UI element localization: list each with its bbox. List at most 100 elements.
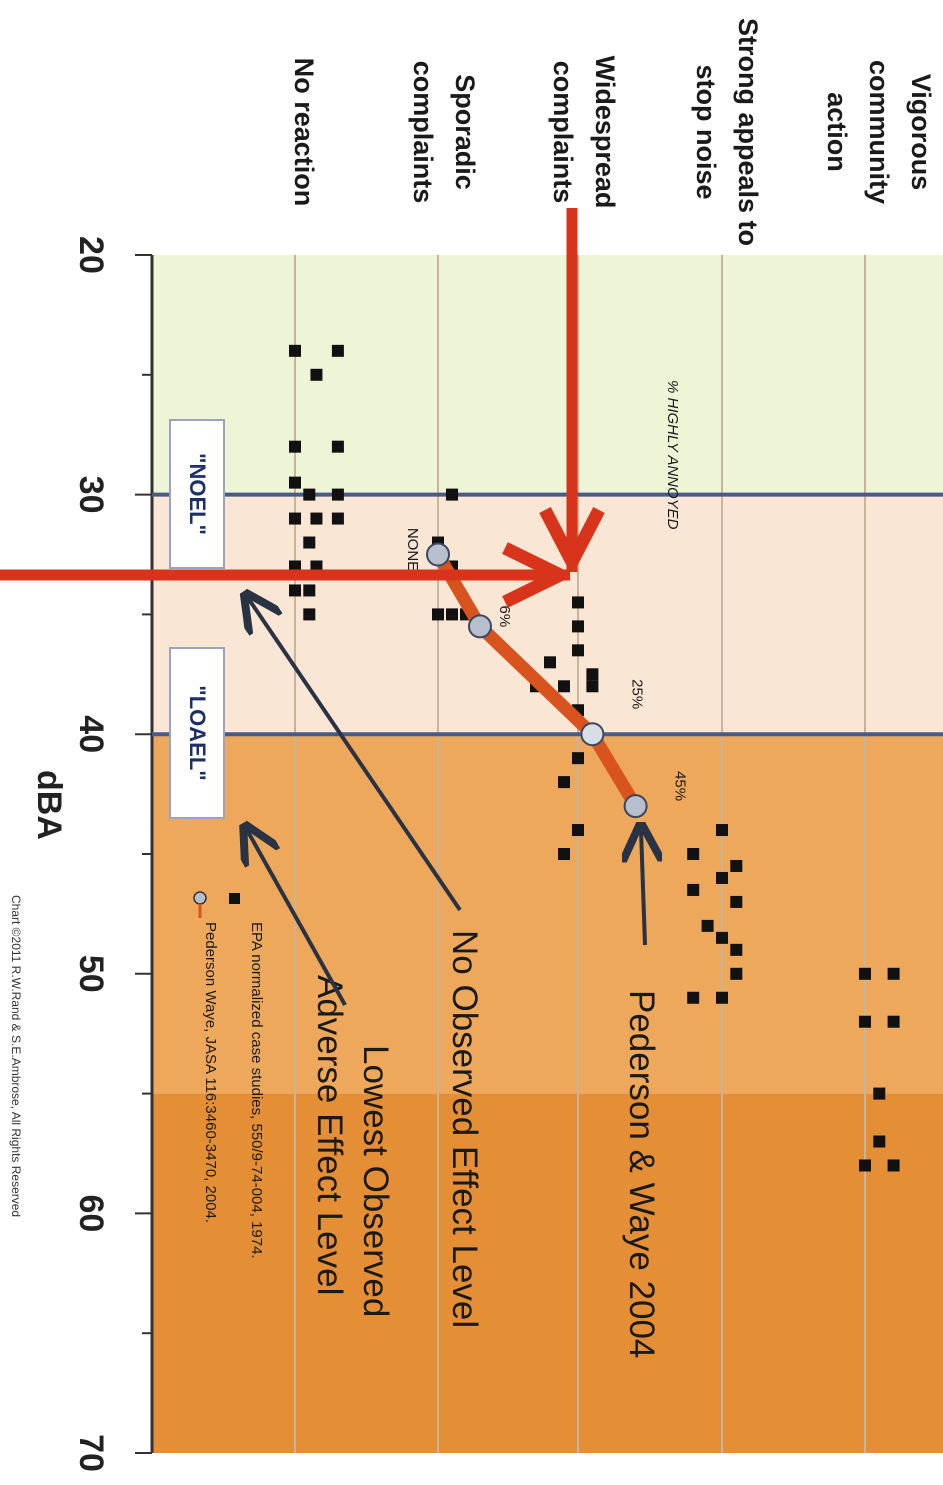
epa-point <box>289 584 301 597</box>
band-3 <box>152 1093 943 1453</box>
background-bands <box>152 255 943 1453</box>
epa-point <box>572 644 584 657</box>
epa-point <box>586 680 599 693</box>
loael-arrow <box>247 830 347 1006</box>
category-labels: No reaction Sporadic complaints Widespread c… <box>289 18 936 246</box>
epa-point <box>701 919 714 932</box>
category-label-line: community <box>864 60 894 204</box>
legend-pw-text: Pederson Waye, JASA 116:3460-3470, 2004. <box>202 922 219 1223</box>
category-label-0: No reaction <box>289 58 319 207</box>
pederson-waye-point-label: 45% <box>672 771 689 801</box>
reference-label-box-0 <box>169 419 225 569</box>
epa-point <box>558 848 570 860</box>
pederson-waye-point <box>468 614 492 639</box>
epa-point <box>289 512 301 525</box>
band-0 <box>152 255 943 495</box>
category-label-2: Widespread complaints <box>548 56 620 209</box>
category-label-line: stop noise <box>691 64 721 199</box>
pederson-waye-point-label: 6% <box>496 606 513 628</box>
epa-point <box>289 476 301 489</box>
epa-point <box>572 824 584 837</box>
epa-point <box>310 560 323 573</box>
tick-label-50: 50 <box>72 955 110 993</box>
epa-point <box>716 991 728 1004</box>
noel-arrow <box>248 598 462 912</box>
epa-point <box>331 512 344 525</box>
epa-point <box>873 1135 886 1148</box>
epa-point <box>586 668 599 681</box>
red-vertical-arrowhead <box>539 507 605 569</box>
epa-point <box>446 488 458 501</box>
category-label-line: Vigorous <box>906 74 936 191</box>
category-label-line: action <box>822 92 852 172</box>
epa-point <box>730 859 743 872</box>
copyright-note: Chart ©2011 R.W.Rand & S.E.Ambrose, All … <box>9 895 23 1217</box>
category-label-line: Sporadic <box>450 74 480 190</box>
pederson-waye-point <box>623 794 648 819</box>
epa-point <box>687 883 700 896</box>
loael-annotation-line1: Lowest Observed <box>356 1045 395 1317</box>
epa-point <box>303 608 316 621</box>
category-label-line: Widespread <box>590 56 620 209</box>
epa-point <box>289 344 301 357</box>
epa-point <box>303 536 316 549</box>
pederson-arrow <box>641 830 645 946</box>
red-horizontal-arrowhead <box>502 542 567 608</box>
tick-label-60: 60 <box>72 1194 110 1232</box>
epa-point <box>558 776 570 789</box>
epa-point <box>859 967 871 980</box>
epa-point <box>289 440 301 453</box>
reference-label-box-1 <box>169 647 225 819</box>
epa-point <box>303 584 316 597</box>
reference-lines: "NOEL" "LOAEL" <box>152 419 943 819</box>
epa-point <box>572 620 584 633</box>
category-label-line: complaints <box>548 61 578 204</box>
epa-point <box>716 824 728 837</box>
pederson-waye-point <box>580 722 605 747</box>
reference-label-0: "NOEL" <box>185 453 210 535</box>
epa-point <box>446 608 458 621</box>
epa-point <box>687 991 700 1004</box>
noel-annotation: No Observed Effect Level <box>445 930 484 1328</box>
category-label-4: Vigorous community action <box>822 60 936 204</box>
epa-point <box>887 967 900 980</box>
category-label-line: complaints <box>408 61 438 204</box>
epa-point <box>859 1159 871 1172</box>
annotations: % HIGHLY ANNOYED Pederson & Waye 2004 No… <box>9 380 681 1358</box>
category-label-3: Strong appeals to stop noise <box>691 18 763 246</box>
band-2 <box>152 734 943 1094</box>
pederson-waye-point <box>426 542 450 567</box>
epa-point <box>716 931 728 944</box>
epa-point <box>687 848 700 860</box>
pederson-waye-point-label: 25% <box>628 679 645 709</box>
pederson-waye-series: NONE 6% 25% 45% <box>404 528 689 819</box>
epa-point <box>289 560 301 573</box>
epa-point <box>887 1159 900 1172</box>
epa-point <box>887 1015 900 1028</box>
epa-point <box>730 895 743 908</box>
epa-point <box>730 967 743 980</box>
epa-point <box>331 440 344 453</box>
legend-pw-marker <box>193 891 207 905</box>
tick-label-70: 70 <box>72 1434 110 1472</box>
epa-point <box>558 680 570 693</box>
legend-epa-marker <box>229 893 240 904</box>
epa-point <box>873 1087 886 1100</box>
tick-label-20: 20 <box>72 236 110 274</box>
pederson-annotation: Pederson & Waye 2004 <box>622 990 661 1358</box>
category-label-line: Strong appeals to <box>733 18 763 246</box>
epa-point <box>310 512 323 525</box>
category-label-line: No reaction <box>289 58 319 207</box>
epa-point <box>859 1015 871 1028</box>
epa-point <box>432 608 444 621</box>
x-axis-title: dBA <box>30 770 68 840</box>
pederson-waye-point-label: NONE <box>404 528 421 571</box>
highly-annoyed-label: % HIGHLY ANNOYED <box>664 380 681 530</box>
reference-label-1: "LOAEL" <box>185 685 210 780</box>
epa-point <box>730 943 743 956</box>
epa-point <box>544 656 556 669</box>
epa-point <box>716 871 728 884</box>
epa-point <box>331 488 344 501</box>
